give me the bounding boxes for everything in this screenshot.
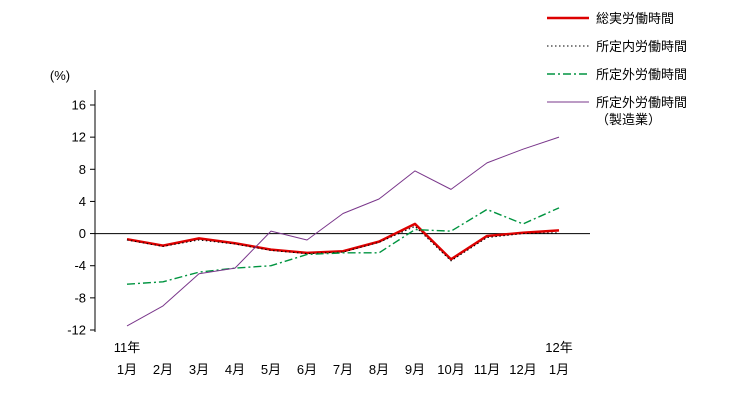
y-tick-label: 8 [79,162,86,177]
series-line-2 [126,207,560,285]
legend-item-overtime-manufacturing: 所定外労働時間 （製造業） [546,94,687,128]
chart-legend: 総実労働時間 所定内労働時間 所定外労働時間 所定外労働時間 （製造業） [546,10,687,128]
y-tick-label: 4 [79,194,86,209]
y-tick-label: 12 [72,130,86,145]
x-month-label: 10月 [437,362,464,377]
x-year-label: 11年 [114,340,141,355]
y-tick-label: -12 [67,323,86,338]
legend-item-overtime-hours: 所定外労働時間 [546,66,687,83]
legend-label-overtime-hours: 所定外労働時間 [596,67,688,82]
legend-line-sample-overtime-manufacturing [547,101,589,103]
x-month-label: 1月 [549,362,569,377]
x-month-label: 8月 [369,362,389,377]
y-tick-label: 0 [79,226,86,241]
x-month-label: 9月 [405,362,425,377]
y-tick-label: 16 [72,98,86,113]
x-month-label: 4月 [225,362,245,377]
x-year-label: 12年 [545,340,572,355]
series-line-1 [126,225,560,262]
legend-line-sample-scheduled-hours [547,45,589,47]
x-month-label: 11月 [474,362,501,377]
y-tick-label: -8 [74,290,86,305]
y-tick-label: -4 [74,258,86,273]
x-month-label: 12月 [509,362,536,377]
x-month-label: 5月 [261,362,281,377]
legend-line-sample-total-hours [547,16,589,20]
x-month-label: 3月 [189,362,209,377]
x-month-label: 1月 [117,362,137,377]
legend-label-total-hours: 総実労働時間 [596,11,675,26]
x-month-label: 7月 [333,362,353,377]
series-line-0 [126,222,560,261]
legend-item-scheduled-hours: 所定内労働時間 [546,38,687,55]
legend-label-overtime-manufacturing: 所定外労働時間 （製造業） [596,95,688,127]
legend-item-total-hours: 総実労働時間 [546,10,687,27]
y-axis-unit-label: (%) [50,68,70,83]
x-month-label: 6月 [297,362,317,377]
legend-label-scheduled-hours: 所定内労働時間 [596,39,688,54]
x-month-label: 2月 [153,362,173,377]
series-line-3 [126,136,560,327]
legend-line-sample-overtime-hours [547,73,589,75]
